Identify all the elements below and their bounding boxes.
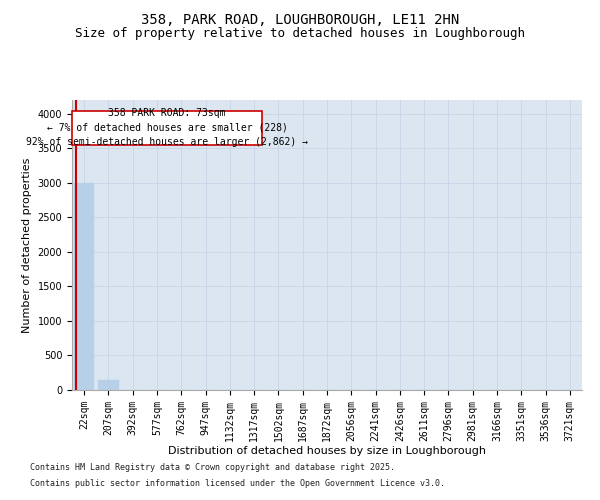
Text: Size of property relative to detached houses in Loughborough: Size of property relative to detached ho… [75,28,525,40]
Text: Contains public sector information licensed under the Open Government Licence v3: Contains public sector information licen… [30,478,445,488]
X-axis label: Distribution of detached houses by size in Loughborough: Distribution of detached houses by size … [168,446,486,456]
Bar [98,380,119,390]
Text: Contains HM Land Registry data © Crown copyright and database right 2025.: Contains HM Land Registry data © Crown c… [30,464,395,472]
FancyBboxPatch shape [73,110,262,144]
Text: 358 PARK ROAD: 73sqm
← 7% of detached houses are smaller (228)
92% of semi-detac: 358 PARK ROAD: 73sqm ← 7% of detached ho… [26,108,308,148]
Text: 358, PARK ROAD, LOUGHBOROUGH, LE11 2HN: 358, PARK ROAD, LOUGHBOROUGH, LE11 2HN [141,12,459,26]
Bar [74,183,94,390]
Y-axis label: Number of detached properties: Number of detached properties [22,158,32,332]
